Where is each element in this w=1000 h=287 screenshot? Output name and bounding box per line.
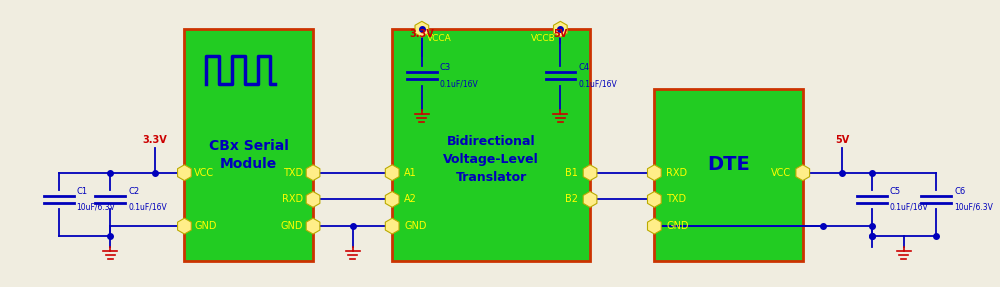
Text: 10uF/6.3V: 10uF/6.3V xyxy=(954,203,993,212)
Text: RXD: RXD xyxy=(282,194,303,204)
Text: 5V: 5V xyxy=(553,29,567,39)
Text: GND: GND xyxy=(281,221,303,231)
Text: C6: C6 xyxy=(954,187,965,196)
Text: GND: GND xyxy=(404,221,427,231)
Text: C5: C5 xyxy=(890,187,901,196)
Text: 0.1uF/16V: 0.1uF/16V xyxy=(578,79,617,88)
Text: C1: C1 xyxy=(77,187,88,196)
Bar xyxy=(654,89,803,261)
Bar xyxy=(392,29,590,261)
Text: 0.1uF/16V: 0.1uF/16V xyxy=(890,203,929,212)
Text: TXD: TXD xyxy=(283,168,303,178)
Text: A1: A1 xyxy=(404,168,417,178)
Text: C3: C3 xyxy=(440,63,451,72)
Text: 5V: 5V xyxy=(835,135,849,145)
Text: 3.3V: 3.3V xyxy=(142,135,167,145)
Bar xyxy=(184,29,313,261)
Text: C2: C2 xyxy=(128,187,139,196)
Text: VCCA: VCCA xyxy=(427,34,452,43)
Text: CBx Serial
Module: CBx Serial Module xyxy=(209,139,289,171)
Text: DTE: DTE xyxy=(707,155,750,174)
Text: VCCB: VCCB xyxy=(531,34,555,43)
Text: RXD: RXD xyxy=(666,168,687,178)
Text: A2: A2 xyxy=(404,194,417,204)
Text: B1: B1 xyxy=(565,168,578,178)
Text: 3.3V: 3.3V xyxy=(409,29,434,39)
Text: TXD: TXD xyxy=(666,194,686,204)
Text: 0.1uF/16V: 0.1uF/16V xyxy=(128,203,167,212)
Text: 10uF/6.3V: 10uF/6.3V xyxy=(77,203,115,212)
Text: 0.1uF/16V: 0.1uF/16V xyxy=(440,79,478,88)
Text: VCC: VCC xyxy=(194,168,214,178)
Text: GND: GND xyxy=(194,221,217,231)
Text: C4: C4 xyxy=(578,63,589,72)
Text: Bidirectional
Voltage-Level
Translator: Bidirectional Voltage-Level Translator xyxy=(443,135,539,184)
Text: B2: B2 xyxy=(565,194,578,204)
Text: GND: GND xyxy=(666,221,689,231)
Text: VCC: VCC xyxy=(771,168,791,178)
